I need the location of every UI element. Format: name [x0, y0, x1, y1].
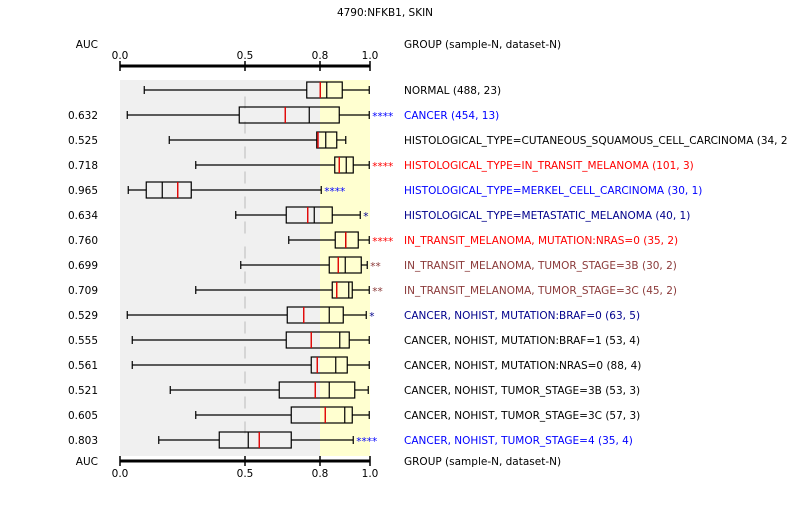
box-rows: NORMAL (488, 23)****0.632 CANCER (454, 13… [68, 81, 787, 449]
auc-value: 0.632 [68, 110, 98, 122]
auc-header-top: AUC [76, 39, 98, 51]
box-row: 0.521 CANCER, NOHIST, TUMOR_STAGE=3B (53,… [68, 381, 640, 399]
auc-value: 0.525 [68, 135, 98, 147]
box-row: 0.525 HISTOLOGICAL_TYPE=CUTANEOUS_SQUAMOU… [68, 131, 787, 149]
auc-value: 0.561 [68, 360, 98, 372]
auc-value: 0.803 [68, 435, 98, 447]
iqr-box [278, 381, 356, 399]
axis-tick-label: 1.0 [362, 50, 379, 62]
significance-stars: ** [372, 286, 383, 298]
iqr-box [218, 431, 292, 449]
significance-stars: **** [372, 161, 393, 173]
iqr-box [285, 331, 350, 349]
iqr-box [331, 281, 353, 299]
auc-value: 0.718 [68, 160, 98, 172]
group-label: CANCER, NOHIST, MUTATION:BRAF=1 (53, 4) [404, 335, 640, 347]
iqr-box [145, 181, 192, 199]
box-row: * 0.529 CANCER, NOHIST, MUTATION:BRAF=0 (6… [68, 306, 640, 324]
significance-stars: **** [356, 436, 377, 448]
significance-stars: **** [372, 111, 393, 123]
auc-value: 0.555 [68, 335, 98, 347]
axis-tick-label: 0.0 [112, 468, 129, 480]
auc-value: 0.521 [68, 385, 98, 397]
box-row: 0.605 CANCER, NOHIST, TUMOR_STAGE=3C (57,… [68, 406, 640, 424]
axis-tick-label: 0.5 [237, 50, 254, 62]
group-label: IN_TRANSIT_MELANOMA, MUTATION:NRAS=0 (35… [404, 235, 678, 247]
group-label: CANCER, NOHIST, MUTATION:NRAS=0 (88, 4) [404, 360, 641, 372]
group-label: HISTOLOGICAL_TYPE=IN_TRANSIT_MELANOMA (1… [404, 160, 694, 172]
group-label: HISTOLOGICAL_TYPE=METASTATIC_MELANOMA (4… [404, 210, 690, 222]
iqr-box [334, 156, 354, 174]
chart-title: 4790:NFKB1, SKIN [337, 7, 433, 19]
box-row: **** 0.803 CANCER, NOHIST, TUMOR_STAGE=4 (… [68, 431, 633, 449]
auc-value: 0.529 [68, 310, 98, 322]
axis-tick-label: 1.0 [362, 468, 379, 480]
box-row: ** 0.709 IN_TRANSIT_MELANOMA, TUMOR_STAGE=… [68, 281, 677, 299]
group-label: CANCER, NOHIST, MUTATION:BRAF=0 (63, 5) [404, 310, 640, 322]
group-label: NORMAL (488, 23) [404, 85, 501, 97]
iqr-box [316, 131, 338, 149]
box-row: **** 0.632 CANCER (454, 13) [68, 106, 499, 124]
group-label: IN_TRANSIT_MELANOMA, TUMOR_STAGE=3B (30,… [404, 260, 677, 272]
box-row: **** 0.718 HISTOLOGICAL_TYPE=IN_TRANSIT_ME… [68, 156, 694, 174]
significance-stars: **** [372, 236, 393, 248]
significance-stars: ** [370, 261, 381, 273]
auc-value: 0.709 [68, 285, 98, 297]
box-row: **** 0.965 HISTOLOGICAL_TYPE=MERKEL_CELL_C… [68, 181, 702, 199]
iqr-box [310, 356, 348, 374]
group-label: CANCER, NOHIST, TUMOR_STAGE=3B (53, 3) [404, 385, 640, 397]
significance-stars: **** [324, 186, 345, 198]
group-label: IN_TRANSIT_MELANOMA, TUMOR_STAGE=3C (45,… [404, 285, 677, 297]
auc-value: 0.699 [68, 260, 98, 272]
axis-tick-label: 0.5 [237, 468, 254, 480]
box-row: 0.561 CANCER, NOHIST, MUTATION:NRAS=0 (88… [68, 356, 641, 374]
group-label: HISTOLOGICAL_TYPE=CUTANEOUS_SQUAMOUS_CEL… [404, 135, 787, 147]
box-row: * 0.634 HISTOLOGICAL_TYPE=METASTATIC_MELAN… [68, 206, 690, 224]
x-axis-top: 0.0 0.5 0.8 1.0 [112, 50, 379, 71]
group-header-top: GROUP (sample-N, dataset-N) [404, 39, 561, 51]
iqr-box [290, 406, 353, 424]
significance-stars: * [369, 311, 374, 323]
group-label: CANCER (454, 13) [404, 110, 499, 122]
auc-value: 0.605 [68, 410, 98, 422]
group-label: CANCER, NOHIST, TUMOR_STAGE=4 (35, 4) [404, 435, 633, 447]
box-row: 0.555 CANCER, NOHIST, MUTATION:BRAF=1 (53… [68, 331, 640, 349]
group-label: HISTOLOGICAL_TYPE=MERKEL_CELL_CARCINOMA … [404, 185, 702, 197]
iqr-box [238, 106, 340, 124]
auc-value: 0.760 [68, 235, 98, 247]
group-header-bottom: GROUP (sample-N, dataset-N) [404, 456, 561, 468]
box-row: ** 0.699 IN_TRANSIT_MELANOMA, TUMOR_STAGE=… [68, 256, 677, 274]
iqr-box [306, 81, 343, 99]
axis-tick-label: 0.8 [312, 50, 329, 62]
iqr-box [334, 231, 359, 249]
axis-tick-label: 0.0 [112, 50, 129, 62]
significance-stars: * [363, 211, 368, 223]
box-row: NORMAL (488, 23) [143, 81, 501, 99]
x-axis-bottom: 0.0 0.5 0.8 1.0 [112, 456, 379, 480]
iqr-box [286, 306, 344, 324]
auc-value: 0.965 [68, 185, 98, 197]
box-row: **** 0.760 IN_TRANSIT_MELANOMA, MUTATION:N… [68, 231, 678, 249]
group-label: CANCER, NOHIST, TUMOR_STAGE=3C (57, 3) [404, 410, 640, 422]
auc-value: 0.634 [68, 210, 98, 222]
auc-header-bottom: AUC [76, 456, 98, 468]
iqr-box [285, 206, 333, 224]
shaded-region-gray [120, 80, 320, 456]
axis-tick-label: 0.8 [312, 468, 329, 480]
